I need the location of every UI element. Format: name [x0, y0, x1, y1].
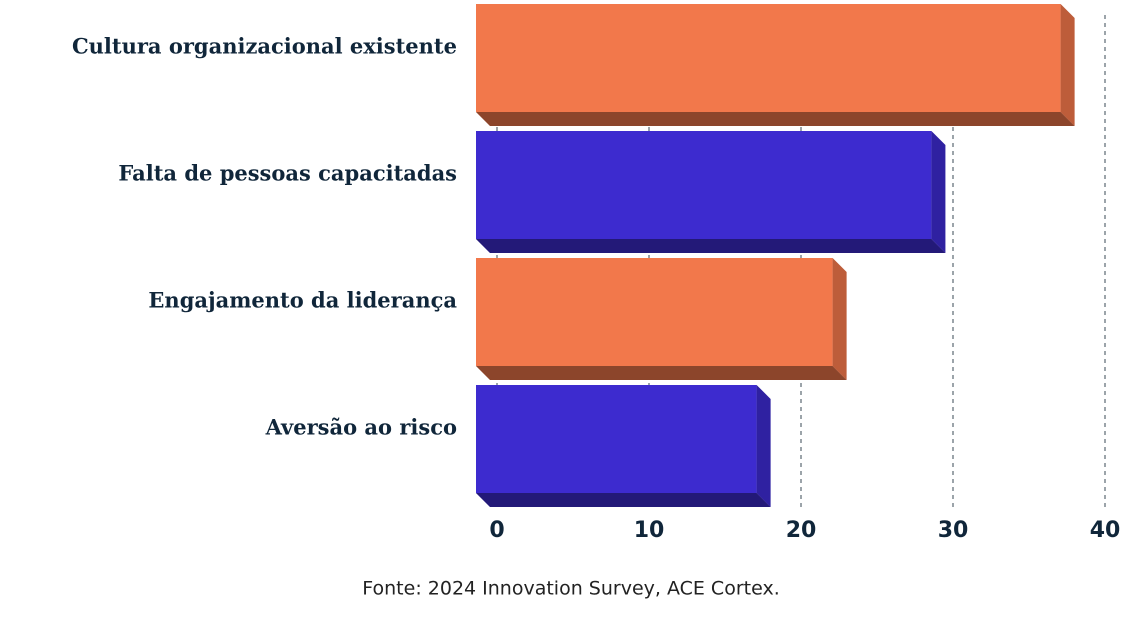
category-label: Falta de pessoas capacitadas — [118, 161, 457, 186]
category-label: Cultura organizacional existente — [72, 34, 457, 59]
x-tick-label: 10 — [634, 518, 665, 543]
bar-bottom-shade — [476, 112, 1075, 126]
bar-side-shade — [931, 131, 946, 253]
bar-bottom-shade — [476, 239, 946, 253]
x-tick-label: 30 — [938, 518, 969, 543]
category-label: Engajamento da liderança — [148, 288, 457, 313]
bar-bottom — [476, 112, 1075, 126]
bar-bottom-shade — [476, 366, 847, 380]
bar-side — [931, 131, 946, 253]
bar-bottom — [476, 366, 847, 380]
bar — [476, 385, 757, 493]
bar-side — [756, 385, 771, 507]
bar-side-shade — [1060, 4, 1075, 126]
x-tick-label: 0 — [489, 518, 504, 543]
bar-side — [832, 258, 847, 380]
bar-bottom — [476, 239, 946, 253]
x-tick-label: 20 — [786, 518, 817, 543]
x-tick-label: 40 — [1090, 518, 1121, 543]
category-label: Aversão ao risco — [265, 415, 457, 440]
bar-bottom — [476, 493, 771, 507]
bar-side-shade — [756, 385, 771, 507]
bar-bottom-shade — [476, 493, 771, 507]
bar — [476, 258, 833, 366]
bar-side — [1060, 4, 1075, 126]
bar — [476, 131, 932, 239]
bar — [476, 4, 1061, 112]
bar-side-shade — [832, 258, 847, 380]
source-note: Fonte: 2024 Innovation Survey, ACE Corte… — [362, 578, 779, 600]
